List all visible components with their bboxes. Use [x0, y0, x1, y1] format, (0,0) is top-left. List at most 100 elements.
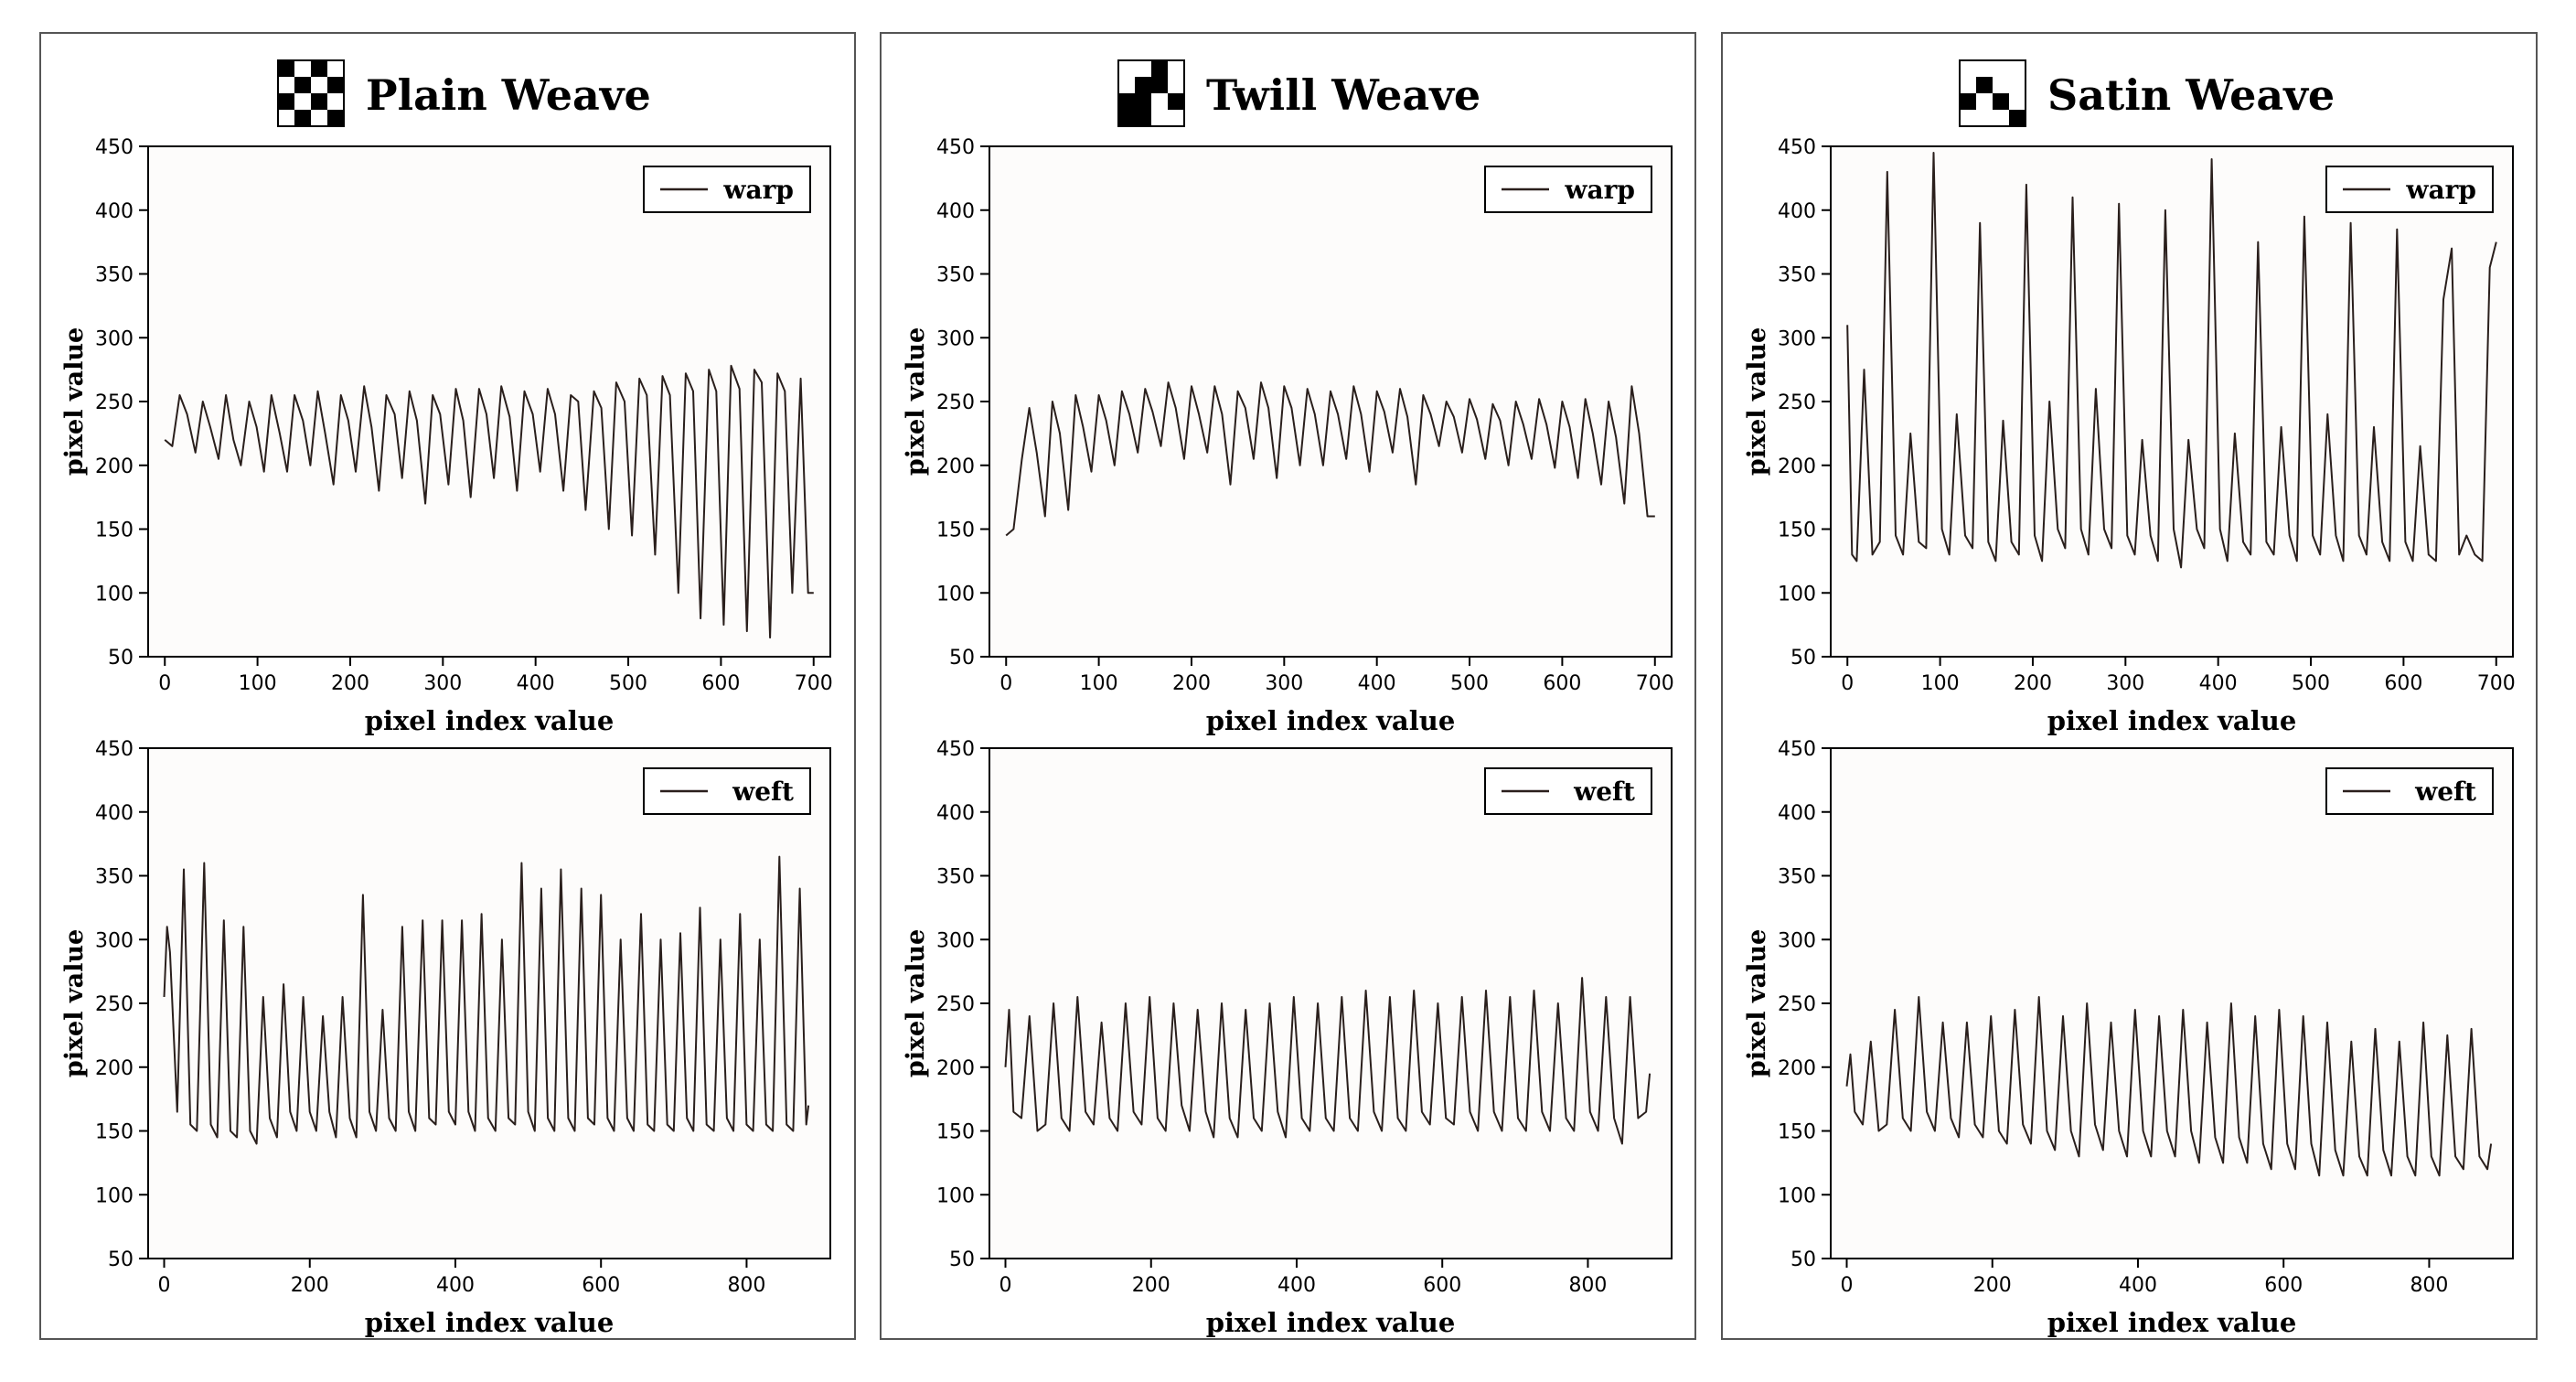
satin-weave-pattern-icon	[1959, 59, 2026, 127]
panel-title: Plain Weave	[366, 70, 651, 120]
plot-area	[147, 145, 831, 658]
legend-label: warp	[1564, 175, 1635, 205]
y-tick-label: 450	[1778, 738, 1816, 761]
legend: warp	[1484, 166, 1652, 213]
y-tick-label: 300	[1778, 327, 1816, 350]
series-line-weft	[1845, 996, 2493, 1177]
y-tick-label: 250	[1778, 391, 1816, 414]
x-tick-label: 400	[2199, 672, 2238, 695]
y-tick-label: 400	[95, 200, 134, 223]
legend-label: weft	[732, 777, 794, 807]
weave-icon-cell	[1135, 93, 1151, 110]
x-tick-label: 600	[1423, 1274, 1461, 1297]
y-tick-label: 200	[1778, 1057, 1816, 1080]
y-tick-label: 100	[936, 1184, 975, 1207]
plot-area	[1830, 747, 2514, 1259]
plot-area	[1830, 145, 2514, 658]
x-tick-label: 200	[291, 1274, 329, 1297]
panel-title: Satin Weave	[2047, 70, 2335, 120]
x-tick-label: 300	[2106, 672, 2144, 695]
x-axis-label: pixel index value	[2047, 705, 2297, 736]
y-tick-label: 150	[95, 520, 134, 542]
weave-icon-cell	[1151, 60, 1168, 77]
x-tick-label: 800	[2410, 1274, 2448, 1297]
weave-icon-cell	[1151, 77, 1168, 93]
y-tick-label: 350	[95, 264, 134, 287]
y-tick-label: 350	[936, 866, 975, 889]
weave-icon-cell	[1135, 110, 1151, 126]
legend-label: warp	[722, 175, 794, 205]
legend-label: weft	[1573, 777, 1635, 807]
legend-label: weft	[2414, 777, 2476, 807]
x-axis-label: pixel index value	[2047, 1307, 2297, 1338]
y-tick-label: 250	[95, 391, 134, 414]
y-axis-label: pixel value	[60, 929, 89, 1077]
series-line-warp	[1005, 381, 1655, 537]
y-tick-label: 100	[95, 583, 134, 605]
y-tick-label: 450	[95, 738, 134, 761]
y-tick-label: 300	[1778, 929, 1816, 952]
x-axis-label: pixel index value	[1206, 1307, 1456, 1338]
y-tick-label: 150	[95, 1121, 134, 1144]
x-axis-label: pixel index value	[365, 1307, 615, 1338]
x-tick-label: 0	[158, 672, 171, 695]
y-tick-label: 250	[936, 391, 975, 414]
x-tick-label: 200	[1172, 672, 1211, 695]
x-tick-label: 400	[1358, 672, 1396, 695]
x-tick-label: 200	[331, 672, 369, 695]
weave-icon-cell	[294, 110, 311, 126]
y-tick-label: 100	[1778, 1184, 1816, 1207]
x-tick-label: 800	[727, 1274, 765, 1297]
x-tick-label: 200	[1973, 1274, 2012, 1297]
x-tick-label: 100	[239, 672, 277, 695]
weave-icon-cell	[1960, 93, 1976, 110]
y-tick-label: 450	[936, 136, 975, 159]
y-tick-label: 300	[936, 929, 975, 952]
x-tick-label: 0	[999, 672, 1012, 695]
y-tick-label: 200	[1778, 455, 1816, 478]
y-tick-label: 100	[95, 1184, 134, 1207]
y-tick-label: 300	[95, 929, 134, 952]
weave-icon-cell	[311, 93, 327, 110]
plot-area	[989, 145, 1673, 658]
x-tick-label: 0	[158, 1274, 171, 1297]
weave-icon-cell	[1118, 93, 1135, 110]
y-tick-label: 300	[95, 327, 134, 350]
x-tick-label: 0	[1841, 672, 1854, 695]
y-tick-label: 300	[936, 327, 975, 350]
weave-icon-cell	[1993, 93, 2009, 110]
y-axis-label: pixel value	[902, 929, 930, 1077]
x-tick-label: 600	[701, 672, 740, 695]
plot-area	[989, 747, 1673, 1259]
x-tick-label: 500	[2292, 672, 2330, 695]
y-tick-label: 200	[95, 1057, 134, 1080]
x-tick-label: 600	[2384, 672, 2422, 695]
y-tick-label: 100	[936, 583, 975, 605]
y-tick-label: 200	[936, 455, 975, 478]
x-tick-label: 700	[795, 672, 833, 695]
x-tick-label: 800	[1568, 1274, 1607, 1297]
twill-weave-pattern-icon	[1117, 59, 1185, 127]
legend: weft	[2325, 767, 2494, 815]
x-tick-label: 500	[609, 672, 647, 695]
x-tick-label: 0	[1841, 1274, 1854, 1297]
x-tick-label: 700	[1636, 672, 1674, 695]
y-tick-label: 400	[1778, 200, 1816, 223]
x-tick-label: 300	[423, 672, 462, 695]
y-tick-label: 200	[936, 1057, 975, 1080]
weave-icon-cell	[278, 93, 294, 110]
y-tick-label: 350	[95, 866, 134, 889]
y-tick-label: 450	[936, 738, 975, 761]
weave-icon-cell	[327, 110, 344, 126]
y-tick-label: 350	[1778, 866, 1816, 889]
x-tick-label: 100	[1921, 672, 1960, 695]
y-tick-label: 150	[936, 1121, 975, 1144]
plot-area	[147, 747, 831, 1259]
chart-plain-warp: 50 100 150 200 250 300 350 400 450 0 100 200 300 400 5…	[60, 136, 833, 736]
y-axis-label: pixel value	[1743, 929, 1771, 1077]
y-tick-label: 50	[1790, 647, 1816, 670]
y-tick-label: 150	[1778, 520, 1816, 542]
chart-twill-weft: 50 100 150 200 250 300 350 400 450 0 200 400 600 800 p…	[902, 738, 1673, 1338]
y-tick-label: 50	[108, 1248, 134, 1271]
